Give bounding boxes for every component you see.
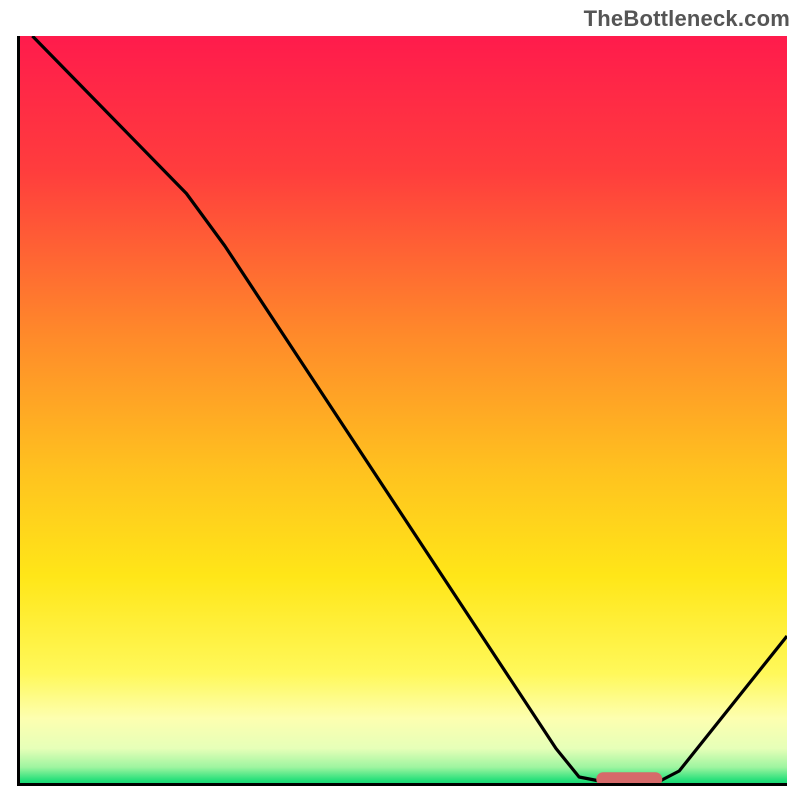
bottleneck-curve xyxy=(17,36,787,786)
curve-path xyxy=(32,36,787,783)
optimal-marker xyxy=(596,773,661,787)
plot-area xyxy=(17,36,787,786)
chart-container: TheBottleneck.com xyxy=(0,0,800,800)
watermark-text: TheBottleneck.com xyxy=(584,6,790,32)
